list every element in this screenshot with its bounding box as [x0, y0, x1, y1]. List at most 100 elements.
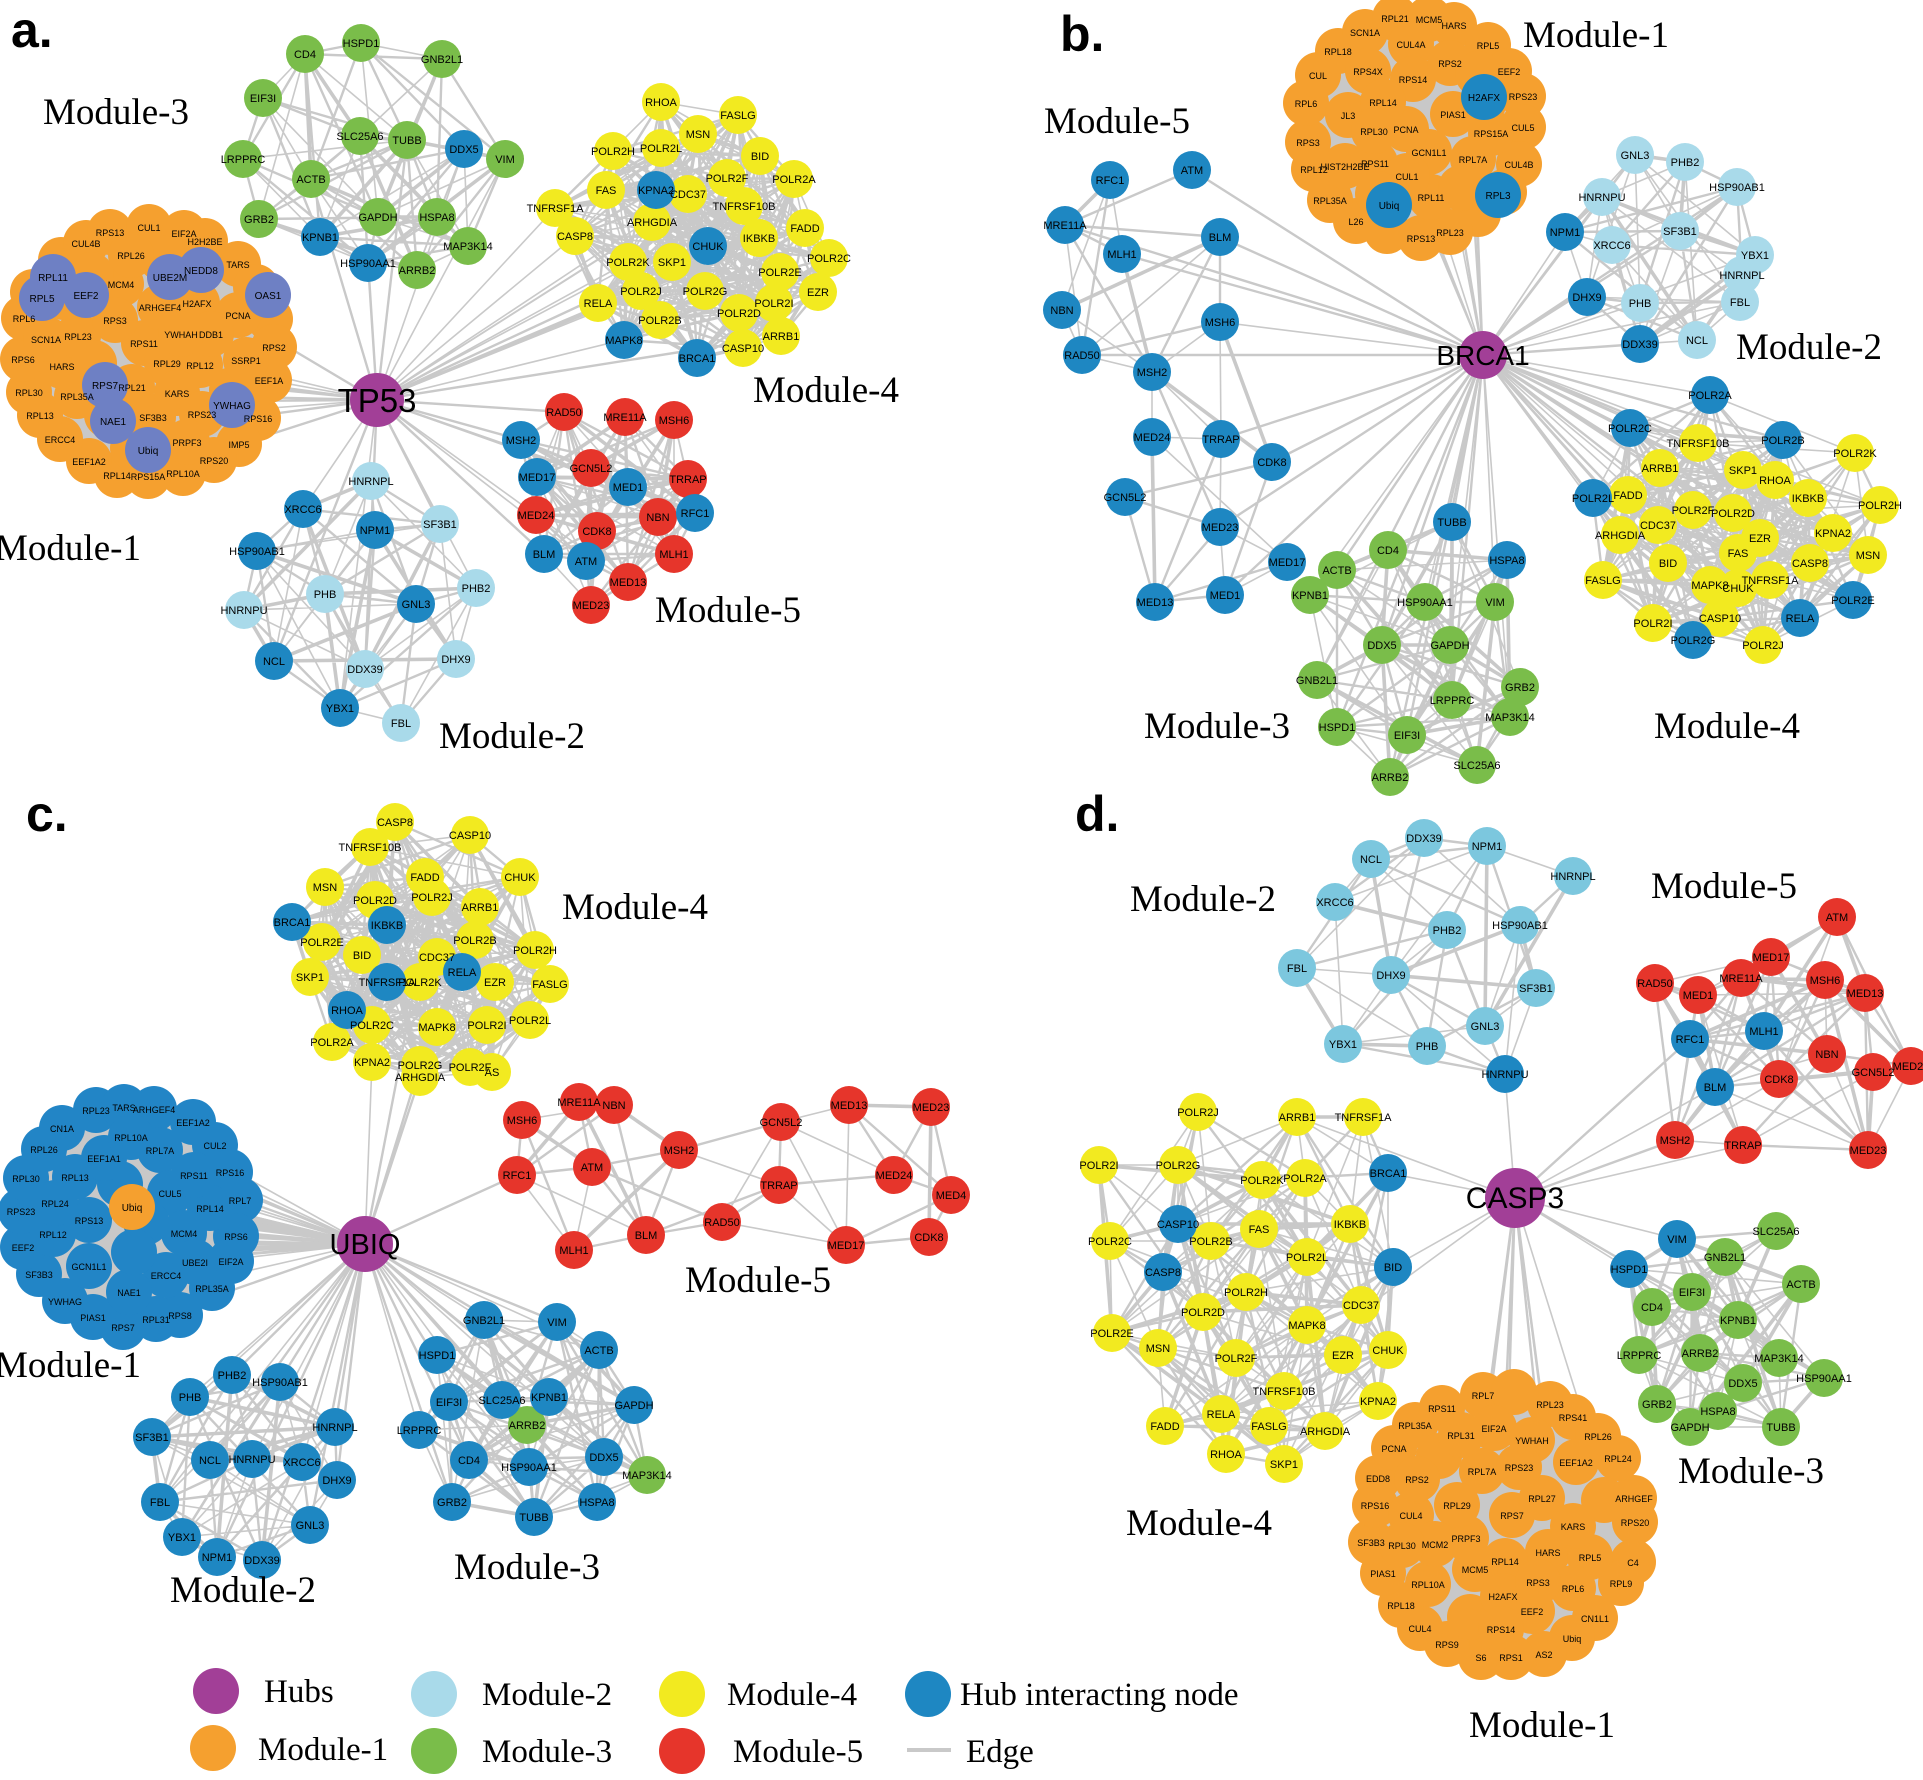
svg-text:PRPF3: PRPF3 [1451, 1534, 1480, 1544]
svg-text:TNFRSF10B: TNFRSF10B [1253, 1386, 1316, 1398]
svg-text:EZR: EZR [1332, 1350, 1354, 1362]
svg-text:MSN: MSN [313, 882, 338, 894]
svg-text:FAS: FAS [596, 185, 617, 197]
svg-text:NPM1: NPM1 [202, 1552, 233, 1564]
svg-text:MED4: MED4 [936, 1190, 967, 1202]
svg-text:Module-1: Module-1 [1523, 15, 1669, 56]
svg-text:IKBKB: IKBKB [371, 920, 403, 932]
svg-text:POLR2G: POLR2G [398, 1060, 443, 1072]
svg-text:RPL35A: RPL35A [1398, 1421, 1432, 1431]
svg-text:HSPA8: HSPA8 [1489, 555, 1524, 567]
svg-text:EIF3I: EIF3I [250, 93, 276, 105]
svg-text:TNFRSF10B: TNFRSF10B [713, 201, 776, 213]
svg-text:VIM: VIM [547, 1317, 567, 1329]
svg-text:POLR2G: POLR2G [1671, 635, 1716, 647]
svg-text:MSN: MSN [1146, 1343, 1171, 1355]
svg-text:RPS6: RPS6 [11, 355, 35, 365]
svg-text:BID: BID [353, 950, 371, 962]
svg-text:RPS11: RPS11 [180, 1171, 208, 1181]
svg-text:Edge: Edge [966, 1734, 1034, 1770]
svg-text:DHX9: DHX9 [1376, 970, 1405, 982]
svg-text:RELA: RELA [584, 298, 613, 310]
svg-text:CHUK: CHUK [692, 241, 724, 253]
svg-text:RPL5: RPL5 [29, 294, 54, 305]
svg-text:MLH1: MLH1 [659, 549, 688, 561]
svg-text:RPL10A: RPL10A [114, 1133, 148, 1143]
svg-text:RPL14: RPL14 [196, 1204, 224, 1214]
svg-text:IKBKB: IKBKB [1334, 1219, 1366, 1231]
svg-text:DHX9: DHX9 [441, 654, 470, 666]
svg-text:CHUK: CHUK [504, 872, 536, 884]
svg-text:MED23: MED23 [1850, 1145, 1887, 1157]
svg-text:YBX1: YBX1 [326, 703, 354, 715]
svg-text:MSH2: MSH2 [1660, 1135, 1691, 1147]
svg-text:H2AFX: H2AFX [1468, 93, 1501, 104]
svg-text:CDC37: CDC37 [1640, 520, 1676, 532]
svg-text:GNB2L1: GNB2L1 [463, 1315, 505, 1327]
svg-text:MSN: MSN [1856, 550, 1881, 562]
svg-text:MED13: MED13 [610, 577, 647, 589]
svg-text:RPS11: RPS11 [130, 339, 158, 349]
svg-text:RPS1: RPS1 [1499, 1653, 1523, 1663]
svg-text:RPS16: RPS16 [216, 1168, 245, 1178]
svg-text:NAE1: NAE1 [117, 1288, 141, 1298]
svg-text:LRPPRC: LRPPRC [397, 1425, 442, 1437]
svg-text:ARRB2: ARRB2 [509, 1420, 546, 1432]
svg-text:POLR2K: POLR2K [398, 977, 442, 989]
svg-text:HARS: HARS [1441, 21, 1466, 31]
svg-text:MAP3K14: MAP3K14 [1485, 712, 1535, 724]
svg-text:HSPA8: HSPA8 [1700, 1406, 1735, 1418]
svg-text:RHOA: RHOA [645, 97, 677, 109]
svg-text:FADD: FADD [1613, 490, 1642, 502]
svg-text:PHB: PHB [314, 589, 337, 601]
svg-text:RPS16: RPS16 [1361, 1501, 1390, 1511]
svg-text:NCL: NCL [199, 1455, 221, 1467]
svg-text:PIAS1: PIAS1 [80, 1313, 106, 1323]
svg-text:HSP90AB1: HSP90AB1 [1492, 920, 1548, 932]
svg-text:POLR2B: POLR2B [1189, 1236, 1232, 1248]
svg-text:GRB2: GRB2 [1642, 1399, 1672, 1411]
svg-text:GRB2: GRB2 [1505, 682, 1535, 694]
svg-text:SKP1: SKP1 [296, 972, 324, 984]
svg-text:Module-1: Module-1 [1469, 1705, 1615, 1746]
svg-text:d.: d. [1075, 786, 1119, 842]
svg-text:DDX39: DDX39 [1406, 833, 1441, 845]
svg-text:DDX5: DDX5 [589, 1452, 618, 1464]
svg-text:POLR2F: POLR2F [1672, 505, 1715, 517]
svg-text:GNB2L1: GNB2L1 [1296, 675, 1338, 687]
svg-text:ARRB2: ARRB2 [1682, 1348, 1719, 1360]
svg-text:EEF1A1: EEF1A1 [87, 1154, 121, 1164]
svg-text:RPL23: RPL23 [82, 1106, 110, 1116]
svg-text:TUBB: TUBB [392, 135, 421, 147]
svg-text:Module-4: Module-4 [727, 1677, 857, 1713]
svg-text:ATM: ATM [1826, 912, 1848, 924]
svg-text:ARHGDIA: ARHGDIA [1595, 530, 1646, 542]
svg-text:GCN1L1: GCN1L1 [1411, 148, 1446, 158]
svg-text:HSP90AA1: HSP90AA1 [1796, 1373, 1852, 1385]
svg-text:CUL2: CUL2 [203, 1141, 226, 1151]
svg-text:FASLG: FASLG [1251, 1421, 1286, 1433]
svg-text:FBL: FBL [391, 718, 411, 730]
svg-text:MRE11A: MRE11A [557, 1097, 601, 1109]
svg-text:EEF2: EEF2 [73, 291, 98, 302]
svg-text:MAPK8: MAPK8 [1288, 1320, 1325, 1332]
svg-text:POLR2A: POLR2A [1283, 1173, 1327, 1185]
svg-text:XRCC6: XRCC6 [284, 504, 321, 516]
svg-text:VIM: VIM [495, 154, 515, 166]
svg-text:MAPK8: MAPK8 [605, 335, 642, 347]
svg-text:Module-4: Module-4 [1654, 706, 1800, 747]
svg-text:GNB2L1: GNB2L1 [1704, 1252, 1746, 1264]
svg-text:TRRAP: TRRAP [1202, 434, 1239, 446]
svg-text:Module-2: Module-2 [1130, 879, 1276, 920]
svg-text:POLR2E: POLR2E [300, 937, 343, 949]
svg-text:MCM2: MCM2 [1422, 1540, 1449, 1550]
svg-text:RPL18: RPL18 [1387, 1601, 1415, 1611]
svg-text:DHX9: DHX9 [1572, 292, 1601, 304]
svg-text:ARRB1: ARRB1 [763, 331, 800, 343]
svg-text:RPL31: RPL31 [142, 1315, 170, 1325]
svg-text:ARRB1: ARRB1 [1279, 1112, 1316, 1124]
svg-text:SF3B3: SF3B3 [1357, 1538, 1385, 1548]
svg-text:RPS13: RPS13 [96, 228, 125, 238]
svg-text:RPL5: RPL5 [1477, 41, 1500, 51]
svg-text:RPS7: RPS7 [111, 1323, 135, 1333]
